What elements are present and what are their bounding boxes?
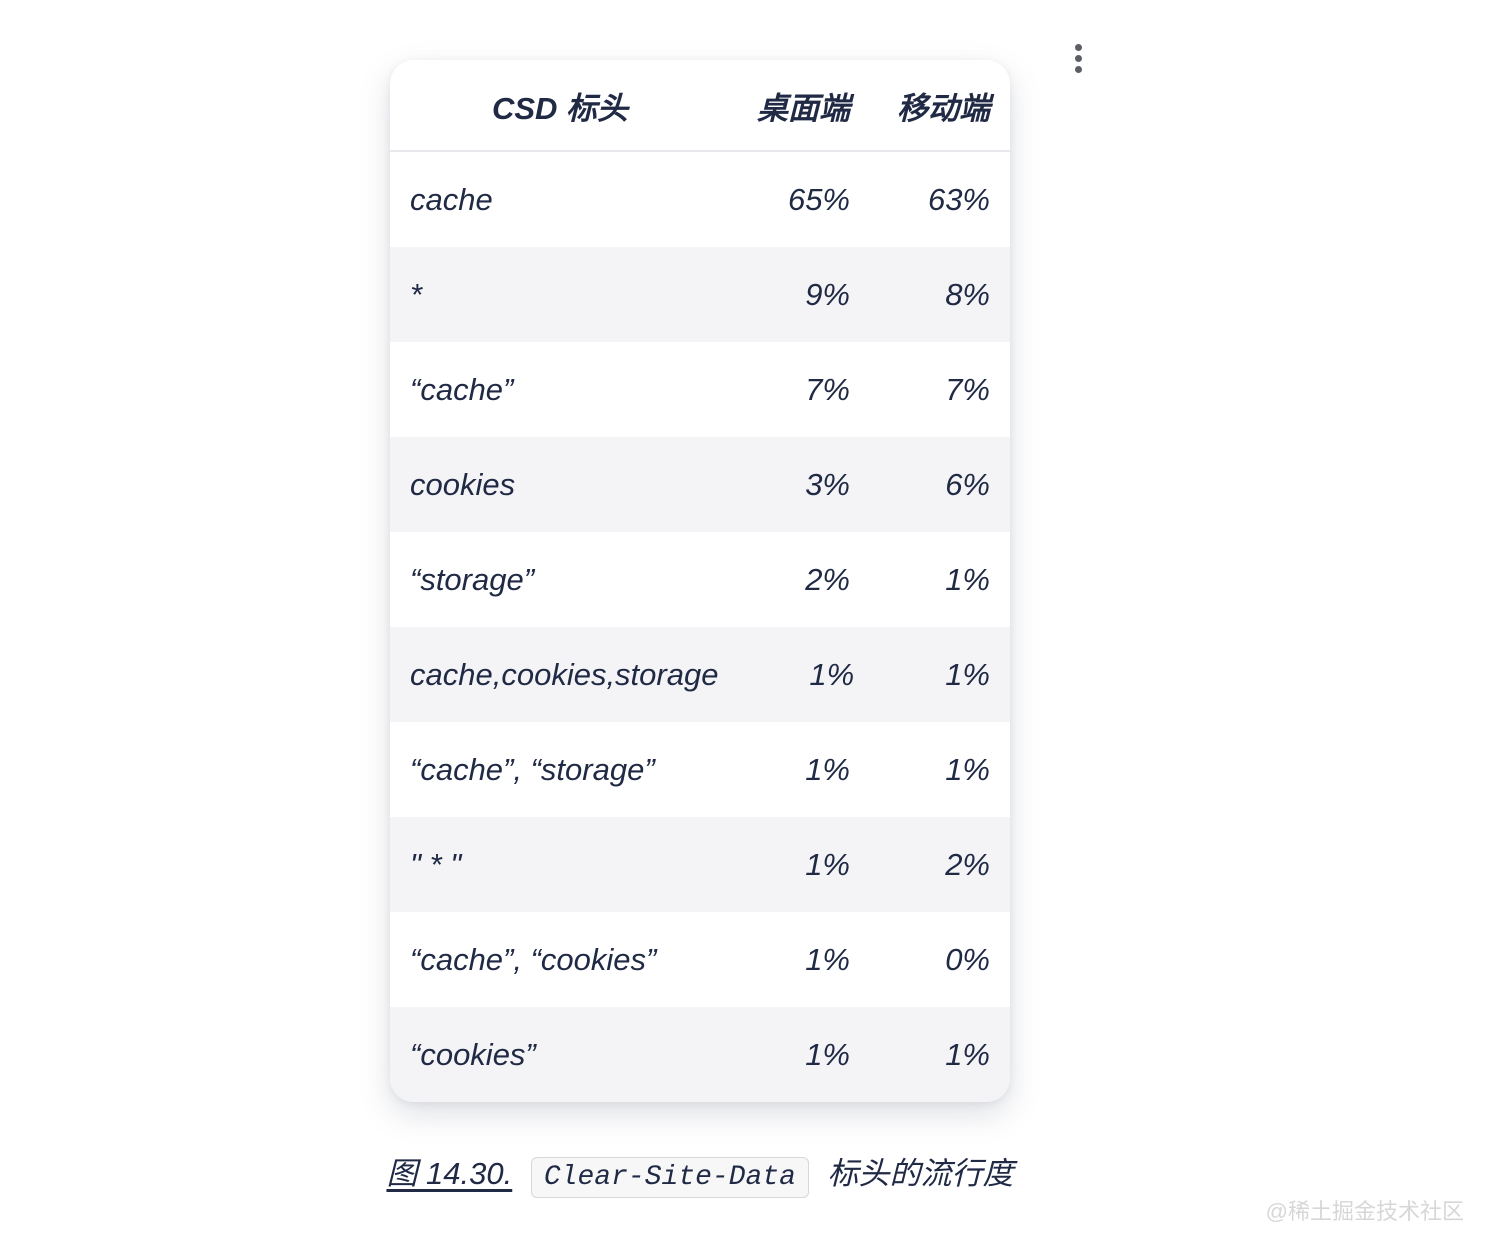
table-row: * 9% 8% <box>390 247 1010 342</box>
table-body: cache 65% 63% * 9% 8% “cache” 7% 7% cookies 3% 6% “s… <box>390 152 1010 1102</box>
desktop-percentage: 1% <box>809 656 855 692</box>
table-row: cache,cookies,storage 1% 1% <box>390 627 1010 722</box>
mobile-percentage: 1% <box>945 751 990 787</box>
table-row: “cache”, “cookies” 1% 0% <box>390 912 1010 1007</box>
csd-header-value: “storage” <box>410 561 535 597</box>
csd-header-value: cache,cookies,storage <box>410 656 719 692</box>
desktop-percentage: 2% <box>805 561 850 597</box>
kebab-menu-icon <box>1075 55 1082 62</box>
csd-header-value: “cache”, “storage” <box>410 751 655 787</box>
figure-caption: 图 14.30. Clear-Site-Data 标头的流行度 <box>240 1148 1160 1198</box>
csd-table-card: CSD 标头 桌面端 移动端 cache 65% 63% * 9% 8% “cache” 7%… <box>390 60 1010 1102</box>
caption-text: 标头的流行度 <box>827 1156 1014 1191</box>
desktop-percentage: 1% <box>805 941 850 977</box>
mobile-percentage: 1% <box>945 656 990 692</box>
desktop-percentage: 1% <box>805 1036 850 1072</box>
kebab-menu[interactable] <box>1069 42 1088 75</box>
kebab-menu-icon <box>1075 44 1082 51</box>
desktop-percentage: 1% <box>805 846 850 882</box>
table-row: " * " 1% 2% <box>390 817 1010 912</box>
mobile-percentage: 2% <box>945 846 990 882</box>
clear-site-data-code: Clear-Site-Data <box>530 1157 809 1198</box>
figure-number-link[interactable]: 图 14.30. <box>386 1156 513 1191</box>
column-header-csd: CSD 标头 <box>491 90 629 126</box>
desktop-percentage: 1% <box>805 751 850 787</box>
csd-header-value: “cache” <box>410 371 514 407</box>
csd-header-value: cookies <box>410 466 516 502</box>
column-header-mobile: 移动端 <box>897 90 990 126</box>
mobile-percentage: 8% <box>945 276 990 312</box>
table-row: “cookies” 1% 1% <box>390 1007 1010 1102</box>
table-row: “cache”, “storage” 1% 1% <box>390 722 1010 817</box>
table-row: “cache” 7% 7% <box>390 342 1010 437</box>
desktop-percentage: 3% <box>805 466 850 502</box>
csd-header-value: “cache”, “cookies” <box>410 941 657 977</box>
mobile-percentage: 0% <box>945 941 990 977</box>
mobile-percentage: 1% <box>945 561 990 597</box>
table-row: cache 65% 63% <box>390 152 1010 247</box>
mobile-percentage: 63% <box>927 181 990 217</box>
csd-header-value: “cookies” <box>410 1036 536 1072</box>
mobile-percentage: 6% <box>945 466 990 502</box>
csd-header-value: " * " <box>410 846 462 882</box>
desktop-percentage: 7% <box>805 371 850 407</box>
watermark: @稀土掘金技术社区 <box>1265 1199 1464 1224</box>
column-header-desktop: 桌面端 <box>757 90 850 126</box>
csd-header-value: * <box>410 276 423 312</box>
desktop-percentage: 9% <box>805 276 850 312</box>
table-row: cookies 3% 6% <box>390 437 1010 532</box>
kebab-menu-icon <box>1075 66 1082 73</box>
mobile-percentage: 7% <box>945 371 990 407</box>
table-header-row: CSD 标头 桌面端 移动端 <box>390 60 1010 152</box>
csd-header-value: cache <box>410 181 493 217</box>
table-row: “storage” 2% 1% <box>390 532 1010 627</box>
desktop-percentage: 65% <box>787 181 850 217</box>
mobile-percentage: 1% <box>945 1036 990 1072</box>
